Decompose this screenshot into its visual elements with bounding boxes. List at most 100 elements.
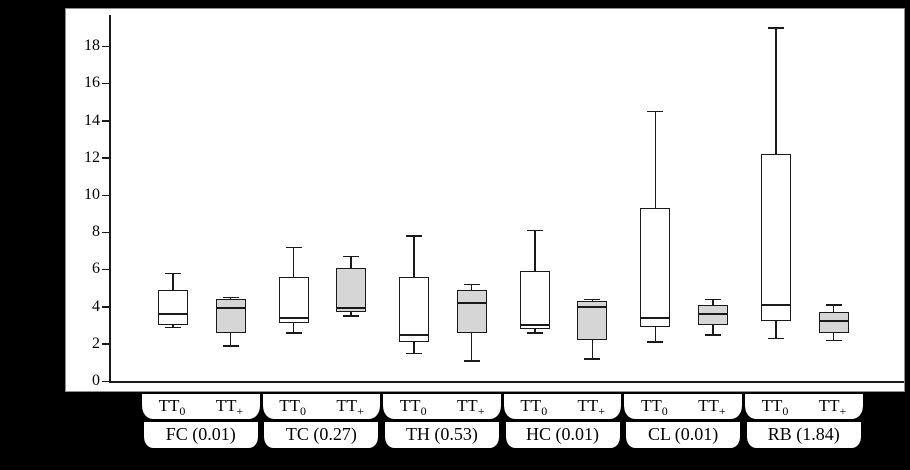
condition-label-subscript: 0 [661,404,668,418]
x-axis-line [109,381,904,383]
whisker-cap-min [406,352,423,355]
whisker-cap-max [285,246,302,249]
chart-panel: 0 2 4 6 8 10 12 14 16 18 [65,8,905,392]
whisker-cap-min [285,332,302,334]
condition-label-subscript: + [236,404,244,418]
box-TT+ [336,267,367,313]
box-TT0 [399,276,430,342]
condition-label-subscript: 0 [299,404,306,418]
group-label-strip: TH (0.53) [384,422,499,449]
condition-label-base: TT [818,396,840,415]
condition-label-subscript: 0 [179,404,186,418]
y-tick-mark [102,343,109,345]
median-line [519,324,550,327]
whisker-cap-min [825,339,842,342]
whisker-cap-max [222,296,239,299]
group-label-strip: FC (0.01) [143,422,258,449]
median-line [761,303,791,306]
condition-label-strip: TT0 TT+ [624,394,742,421]
whisker-cap-max [343,255,360,258]
group-label-strip: CL (0.01) [626,422,741,449]
whisker-cap-max [165,272,181,275]
whisker-cap-min [584,358,601,360]
condition-label-strip: TT0 TT+ [745,394,863,421]
condition-label-strip: TT0 TT+ [142,394,260,421]
condition-label-base: TT [577,396,599,415]
condition-label-base: TT [399,396,421,415]
y-tick-label: 6 [92,260,100,278]
condition-label-TT0: TT0 [279,396,306,418]
condition-label-base: TT [698,396,719,415]
condition-label-base: TT [761,396,783,415]
group-label-strip: TC (0.27) [264,422,379,449]
y-tick-mark [102,157,109,159]
condition-label-TT+: TT+ [215,396,244,418]
whisker-cap-min [704,334,721,336]
y-tick-mark [102,231,109,234]
median-line [456,301,487,304]
whisker-cap-max [406,235,423,237]
median-line [640,316,671,319]
y-tick-label: 8 [92,223,100,241]
median-line [399,333,430,336]
whisker-cap-max [704,298,721,301]
condition-label-base: TT [641,396,662,415]
condition-label-TT+: TT+ [698,396,726,418]
whisker-cap-max [647,110,664,113]
whisker-cap-max [526,229,543,232]
whisker-cap-min [463,360,480,362]
y-tick-label: 4 [92,297,100,315]
whisker-cap-max [768,27,784,29]
y-tick-label: 2 [92,334,100,352]
y-tick-mark [102,268,109,271]
condition-label-subscript: 0 [782,404,789,418]
condition-label-subscript: + [839,404,847,418]
box-TT+ [456,289,487,333]
whisker-cap-min [647,341,664,343]
whisker-cap-max [463,283,480,286]
y-tick-label: 16 [84,74,100,92]
condition-label-TT0: TT0 [641,396,668,418]
condition-label-base: TT [520,396,542,415]
y-tick-mark [102,120,109,122]
condition-label-base: TT [158,396,180,415]
condition-label-TT+: TT+ [577,396,606,418]
box-TT0 [761,154,791,322]
condition-label-base: TT [456,396,478,415]
median-line [336,307,367,310]
whisker-cap-min [526,332,543,334]
box-TT+ [215,299,246,333]
condition-label-subscript: + [357,404,364,418]
condition-label-subscript: + [477,404,485,418]
condition-label-subscript: + [718,404,726,418]
condition-label-strip: TT0 TT+ [503,394,622,421]
y-tick-mark [102,45,109,48]
whisker-cap-min [343,315,360,317]
y-tick-mark [102,306,109,308]
y-tick-mark [102,82,109,85]
y-tick-mark [102,380,109,382]
condition-label-TT0: TT0 [520,396,547,418]
whisker-cap-min [165,326,181,329]
whisker-cap-max [825,304,842,306]
condition-label-TT+: TT+ [818,396,847,418]
box-TT0 [158,289,188,326]
condition-label-TT0: TT0 [158,396,186,418]
group-label-strip: HC (0.01) [505,422,620,449]
condition-label-TT+: TT+ [336,396,364,418]
whisker-cap-max [584,298,601,301]
y-tick-mark [102,194,109,196]
whisker-cap-min [768,337,784,340]
condition-label-TT+: TT+ [456,396,485,418]
y-axis-line [109,15,111,381]
median-line [818,320,849,323]
box-TT0 [519,271,550,329]
box-TT0 [278,276,309,324]
condition-label-subscript: + [598,404,606,418]
y-tick-label: 18 [84,37,100,55]
condition-label-base: TT [215,396,237,415]
y-tick-label: 14 [84,111,100,129]
median-line [697,313,728,316]
whisker-cap-min [222,345,239,347]
